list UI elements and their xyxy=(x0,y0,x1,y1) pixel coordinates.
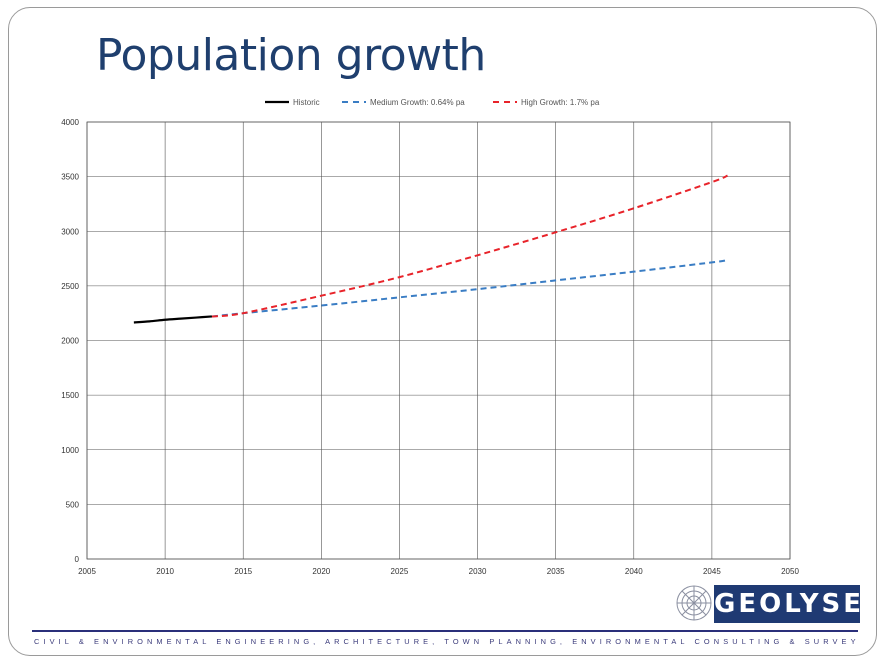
x-tick-label: 2015 xyxy=(234,567,252,576)
y-tick-label: 3500 xyxy=(61,173,79,182)
logo-mark-icon xyxy=(676,585,712,621)
population-chart: 2005 2010 2015 2020 2025 2030 2035 2040 2045 2050… xyxy=(61,98,799,576)
x-tick-label: 2050 xyxy=(781,567,799,576)
legend-label-1: Medium Growth: 0.64% pa xyxy=(370,98,465,107)
series-line-0 xyxy=(133,315,213,324)
x-tick-label: 2030 xyxy=(469,567,487,576)
y-tick-label: 3000 xyxy=(61,227,79,236)
y-tick-label: 2000 xyxy=(61,337,79,346)
page-title: Population growth xyxy=(96,30,486,81)
logo-text: GEOLYSE xyxy=(714,589,865,619)
x-tick-label: 2040 xyxy=(625,567,643,576)
y-tick-label: 500 xyxy=(66,500,80,509)
series-line-2 xyxy=(211,174,728,318)
footer-rule xyxy=(32,630,858,632)
y-tick-label: 4000 xyxy=(61,118,79,127)
x-tick-label: 2035 xyxy=(547,567,565,576)
x-tick-label: 2005 xyxy=(78,567,96,576)
x-tick-label: 2045 xyxy=(703,567,721,576)
x-tick-label: 2025 xyxy=(391,567,409,576)
x-tick-label: 2020 xyxy=(312,567,330,576)
slide-frame xyxy=(8,7,877,656)
y-tick-label: 1500 xyxy=(61,391,79,400)
y-tick-label: 1000 xyxy=(61,446,79,455)
footer-tagline: CIVIL & ENVIRONMENTAL ENGINEERING, ARCHI… xyxy=(34,637,860,646)
y-tick-label: 0 xyxy=(75,555,80,564)
geolyse-logo: GEOLYSE xyxy=(674,582,865,625)
logo-box: GEOLYSE xyxy=(714,585,865,623)
y-tick-label: 2500 xyxy=(61,282,79,291)
legend-label-0: Historic xyxy=(293,98,320,107)
legend-label-2: High Growth: 1.7% pa xyxy=(521,98,600,107)
x-tick-label: 2010 xyxy=(156,567,174,576)
